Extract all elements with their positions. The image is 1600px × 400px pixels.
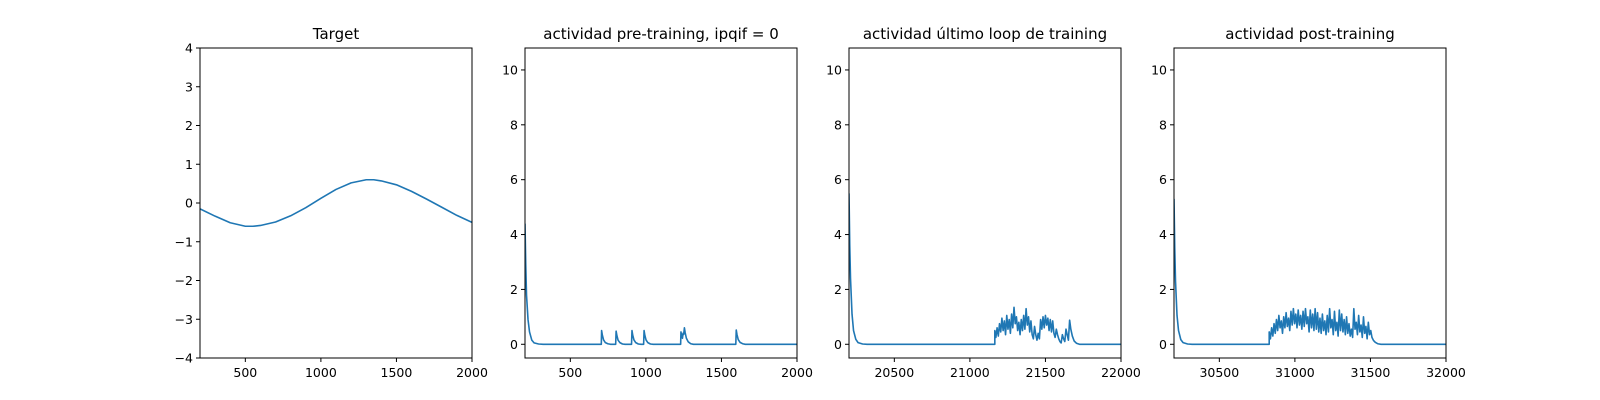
y-tick-label: 8 [510, 117, 518, 132]
y-tick-label: −3 [175, 312, 193, 327]
y-tick-label: 4 [1159, 227, 1167, 242]
y-tick-label: −4 [175, 351, 193, 366]
y-tick-label: −1 [175, 234, 193, 249]
x-tick-label: 32000 [1426, 365, 1466, 380]
x-tick-label: 31500 [1351, 365, 1391, 380]
subplot-1: 500 1000 1500 2000 −4 −3 −2 −1 0 1 2 3 4 Target [175, 25, 488, 380]
chart-title: actividad pre-training, ipqif = 0 [543, 25, 779, 43]
y-tick-label: 10 [826, 62, 842, 77]
subplot-2: 500 1000 1500 2000 0 2 4 6 8 10 actividad pre-trai… [502, 25, 813, 380]
x-tick-label: 21000 [950, 365, 990, 380]
axes-frame [848, 47, 1122, 359]
y-tick-label: 0 [1159, 337, 1167, 352]
x-tick-label: 21500 [1026, 365, 1066, 380]
x-tick-label: 1000 [305, 365, 337, 380]
chart-title: Target [312, 25, 360, 43]
y-tick-label: 4 [510, 227, 518, 242]
y-tick-label: 6 [1159, 172, 1167, 187]
series-line [525, 223, 797, 346]
x-tick-label: 22000 [1101, 365, 1141, 380]
x-tick-label: 2000 [456, 365, 488, 380]
x-tick-label: 31000 [1275, 365, 1315, 380]
y-tick-label: 6 [510, 172, 518, 187]
axes-frame [524, 47, 798, 359]
x-tick-label: 1000 [630, 365, 662, 380]
x-tick-label: 500 [558, 365, 582, 380]
y-tick-label: 2 [185, 118, 193, 133]
x-tick-label: 1500 [381, 365, 413, 380]
y-tick-label: 3 [185, 79, 193, 94]
x-tick-label: 1500 [706, 365, 738, 380]
y-tick-label: −2 [175, 273, 193, 288]
chart-title: actividad post-training [1225, 25, 1394, 43]
x-tick-label: 30500 [1199, 365, 1239, 380]
subplot-4: 30500 31000 31500 32000 0 2 4 6 8 10 actividad pos… [1151, 25, 1466, 380]
y-tick-label: 0 [834, 337, 842, 352]
y-tick-label: 10 [1151, 62, 1167, 77]
y-tick-label: 2 [1159, 282, 1167, 297]
series-line [200, 178, 472, 228]
axes-frame [199, 47, 473, 359]
subplot-3: 20500 21000 21500 22000 0 2 4 6 8 10 actividad últ… [826, 25, 1141, 380]
x-tick-label: 20500 [874, 365, 914, 380]
x-tick-label: 500 [233, 365, 257, 380]
y-tick-label: 8 [1159, 117, 1167, 132]
x-tick-label: 2000 [781, 365, 813, 380]
y-tick-label: 10 [502, 62, 518, 77]
y-tick-label: 6 [834, 172, 842, 187]
chart-title: actividad último loop de training [863, 25, 1107, 43]
series-line [849, 193, 1121, 346]
y-tick-label: 2 [834, 282, 842, 297]
axes-frame [1173, 47, 1447, 359]
y-tick-label: 8 [834, 117, 842, 132]
y-tick-label: 2 [510, 282, 518, 297]
y-tick-label: 0 [510, 337, 518, 352]
y-tick-label: 4 [834, 227, 842, 242]
y-tick-label: 1 [185, 157, 193, 172]
y-tick-label: 0 [185, 196, 193, 211]
series-line [1174, 198, 1446, 346]
y-tick-label: 4 [185, 41, 193, 56]
